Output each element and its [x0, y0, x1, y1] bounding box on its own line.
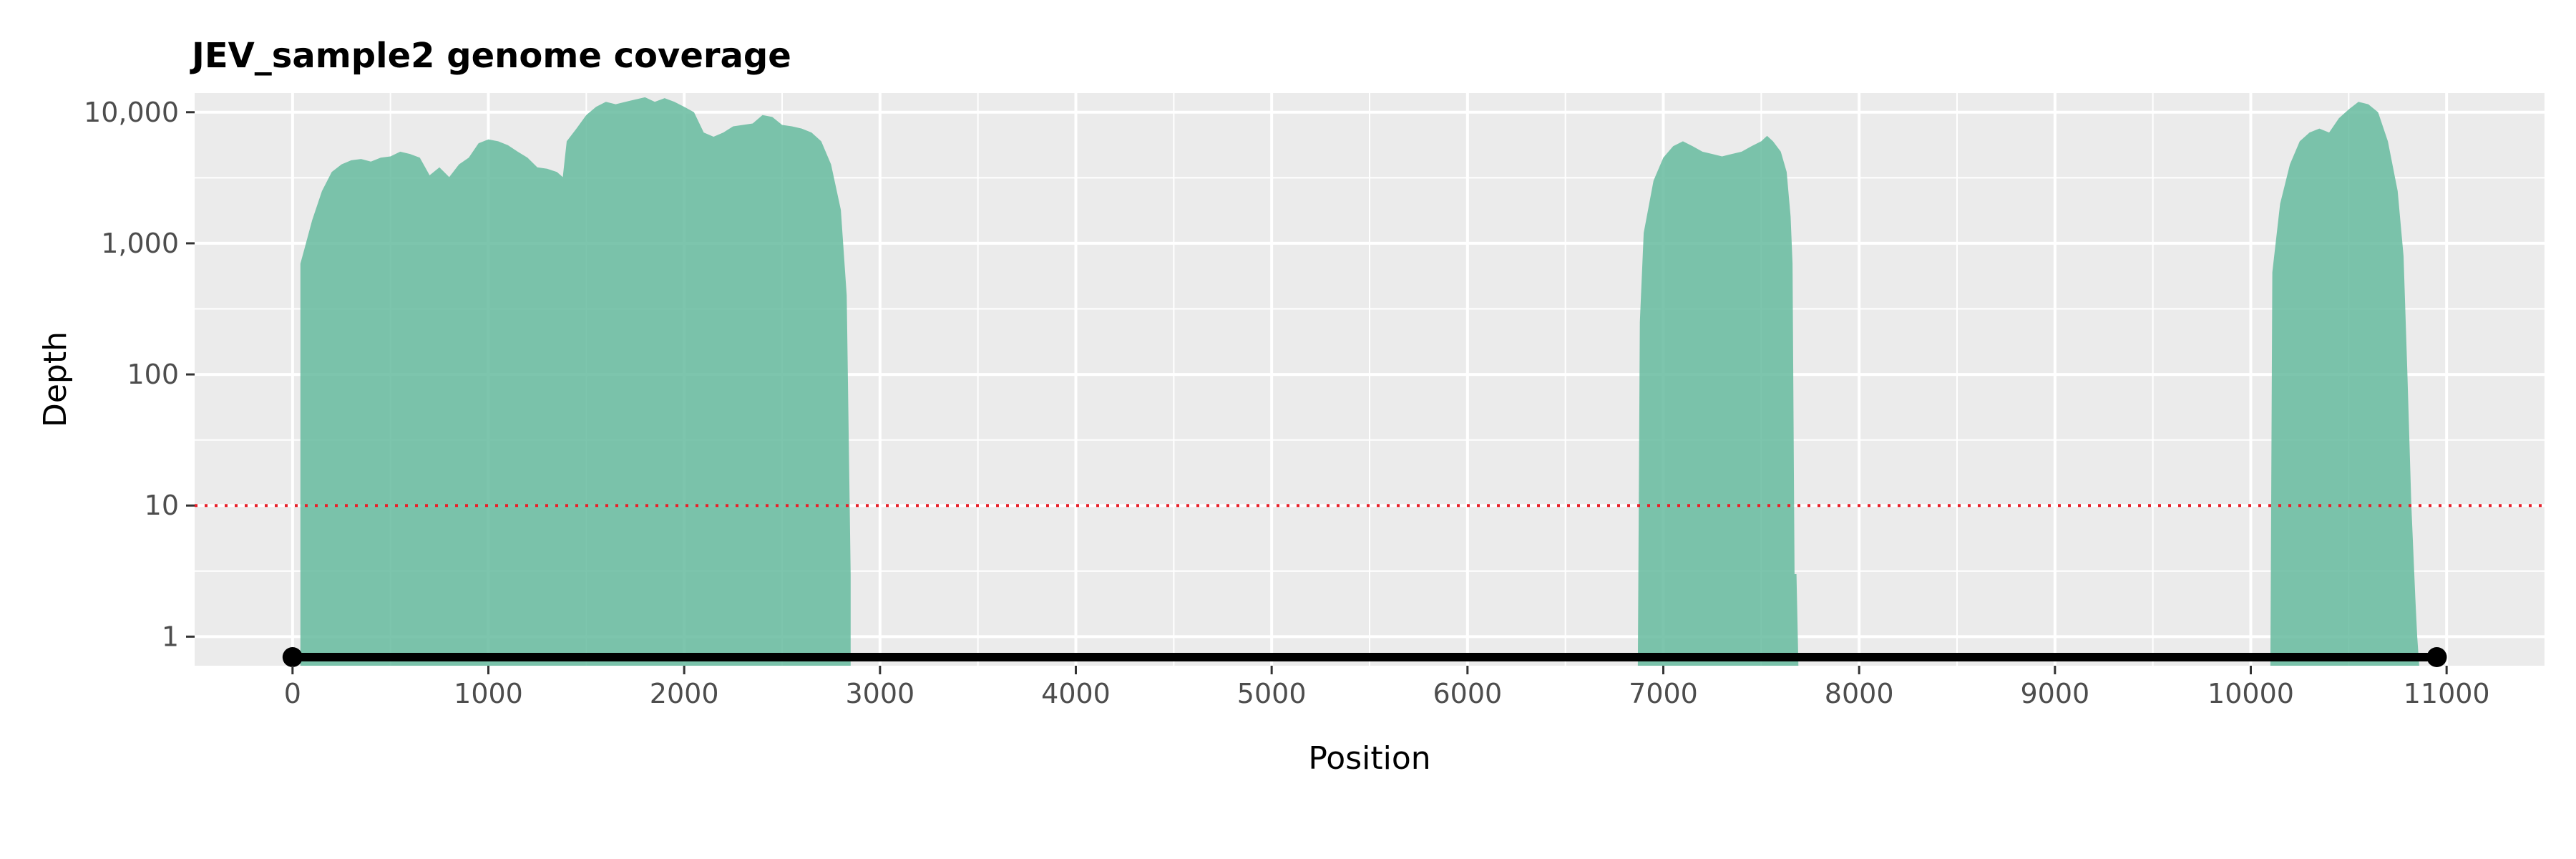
x-axis-title: Position: [1308, 740, 1430, 777]
genome-end-point: [2426, 647, 2447, 667]
y-tick-label: 100: [127, 359, 179, 390]
x-tick-label: 10000: [2207, 678, 2294, 709]
y-tick-label: 1: [162, 621, 179, 652]
y-tick-label: 10,000: [84, 97, 179, 128]
coverage-areas: [300, 97, 2419, 666]
x-tick-label: 6000: [1433, 678, 1502, 709]
x-tick-label: 2000: [650, 678, 719, 709]
x-tick-label: 1000: [454, 678, 523, 709]
x-tick-label: 3000: [845, 678, 914, 709]
x-tick-label: 5000: [1237, 678, 1307, 709]
y-tick-label: 1,000: [101, 228, 179, 259]
coverage-area-3: [2270, 102, 2419, 666]
chart-title: JEV_sample2 genome coverage: [190, 36, 791, 76]
x-tick-label: 7000: [1629, 678, 1698, 709]
x-tick-label: 9000: [2020, 678, 2089, 709]
x-tick-label: 0: [284, 678, 301, 709]
x-tick-label: 4000: [1041, 678, 1111, 709]
x-axis: 0 1000 2000 3000 4000 5000 6000 7000 8000 9000 100…: [284, 666, 2490, 709]
coverage-area-1: [300, 97, 851, 666]
y-axis: 1 10 100 1,000 10,000: [84, 97, 195, 652]
coverage-area-2: [1637, 135, 1801, 666]
x-tick-label: 8000: [1825, 678, 1894, 709]
y-tick-label: 10: [145, 490, 179, 521]
genome-start-point: [282, 647, 303, 667]
x-tick-label: 11000: [2404, 678, 2490, 709]
y-axis-title: Depth: [37, 331, 74, 427]
genome-line: [282, 647, 2447, 667]
